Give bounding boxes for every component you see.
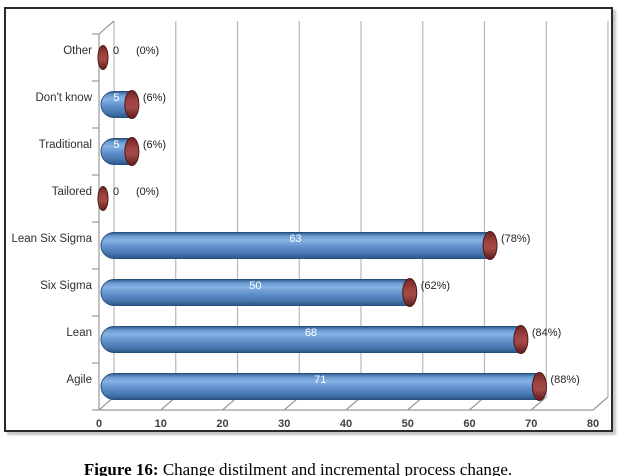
x-tick-label-30: 30 xyxy=(278,418,291,430)
wall-top-edge xyxy=(98,20,115,35)
bar-cap-lean xyxy=(513,325,529,354)
bar-value-label-traditional: 5 xyxy=(113,138,120,151)
figure-caption-number: Figure 16: xyxy=(83,460,159,476)
bar-lean xyxy=(100,326,522,353)
bar-value-label-agile: 71 xyxy=(314,373,327,386)
category-label-don-t-know: Don't know xyxy=(35,91,92,104)
bar-percent-label-six-sigma: (62%) xyxy=(420,279,451,292)
category-label-other: Other xyxy=(63,44,92,57)
bar-percent-label-lean-six-sigma: (78%) xyxy=(501,232,531,245)
bar-percent-label-agile: (88%) xyxy=(550,373,580,386)
bar-agile xyxy=(100,373,540,400)
bar-cap-lean-six-sigma xyxy=(482,231,498,260)
gridline-bend-70 xyxy=(530,396,547,411)
category-label-agile: Agile xyxy=(66,373,92,386)
bar-value-label-tailored: 0 xyxy=(113,185,120,198)
bar-cap-don-t-know xyxy=(124,90,140,119)
bar-value-label-lean: 68 xyxy=(304,326,318,339)
figure-caption: Figure 16: Change distilment and increme… xyxy=(0,460,596,476)
bar-six-sigma xyxy=(100,279,411,306)
bar-cap-tailored xyxy=(97,186,109,211)
x-tick-label-0: 0 xyxy=(95,418,103,430)
x-tick-label-50: 50 xyxy=(401,418,414,430)
bar-value-label-don-t-know: 5 xyxy=(113,91,120,104)
bar-percent-label-lean: (84%) xyxy=(531,326,562,339)
bar-traditional xyxy=(100,138,133,165)
bar-percent-label-tailored: (0%) xyxy=(136,185,160,198)
x-tick-label-40: 40 xyxy=(339,418,353,430)
bar-cap-other xyxy=(97,45,109,70)
gridline-bend-80 xyxy=(592,396,609,411)
x-tick-label-10: 10 xyxy=(154,418,167,430)
bar-don-t-know xyxy=(100,91,133,118)
category-label-tailored: Tailored xyxy=(51,185,92,198)
bar-lean-six-sigma xyxy=(100,232,491,259)
category-label-six-sigma: Six Sigma xyxy=(40,279,92,292)
bar-percent-label-don-t-know: (6%) xyxy=(142,91,167,104)
x-tick-label-80: 80 xyxy=(586,418,600,430)
bar-percent-label-other: (0%) xyxy=(136,44,160,57)
bar-cap-agile xyxy=(531,372,547,401)
bar-percent-label-traditional: (6%) xyxy=(142,138,167,151)
cylinder-bar-chart xyxy=(92,20,609,411)
x-tick-label-60: 60 xyxy=(463,418,476,430)
chart-frame: Other Don't know Traditional Tailored Lean S… xyxy=(4,7,613,432)
bar-value-label-other: 0 xyxy=(113,44,120,57)
figure-caption-text: Change distilment and incremental proces… xyxy=(158,460,513,476)
category-label-traditional: Traditional xyxy=(38,138,92,151)
x-tick-label-70: 70 xyxy=(525,418,538,430)
bar-value-label-six-sigma: 50 xyxy=(249,279,262,292)
bar-cap-traditional xyxy=(124,137,140,166)
bar-cap-six-sigma xyxy=(402,278,418,307)
category-label-lean-six-sigma: Lean Six Sigma xyxy=(11,232,92,245)
bar-value-label-lean-six-sigma: 63 xyxy=(289,232,302,245)
x-tick-label-20: 20 xyxy=(216,418,229,430)
category-label-lean: Lean xyxy=(66,326,92,339)
